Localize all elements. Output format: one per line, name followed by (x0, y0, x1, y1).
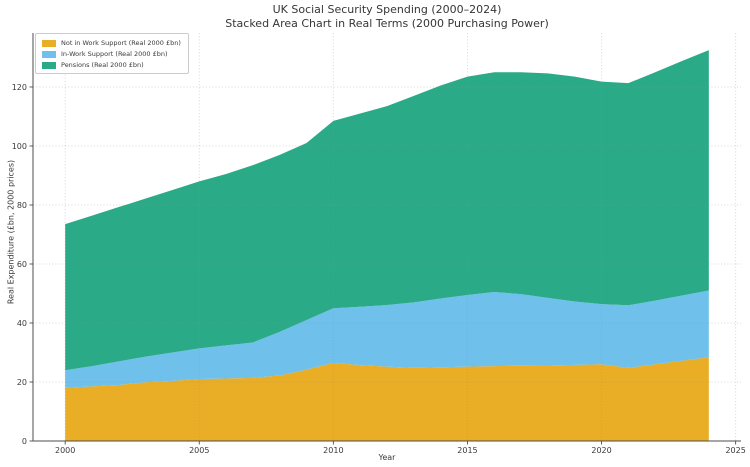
y-tick-label-60: 60 (17, 260, 27, 269)
x-tick-label-2010: 2010 (323, 446, 343, 455)
x-axis-label: Year (378, 453, 396, 462)
legend-swatch-pensions (42, 61, 56, 69)
y-tick-label-40: 40 (17, 319, 27, 328)
legend-swatch-not-in-work-support (42, 39, 56, 47)
y-tick-label-0: 0 (22, 437, 27, 446)
x-tick-label-2015: 2015 (457, 446, 477, 455)
y-tick-label-120: 120 (12, 83, 27, 92)
area-pensions (65, 50, 709, 371)
title-block: UK Social Security Spending (2000–2024) … (33, 3, 741, 31)
legend-item-in-work-support: In-Work Support (Real 2000 £bn) (42, 50, 181, 58)
legend-label-not-in-work-support: Not in Work Support (Real 2000 £bn) (61, 39, 181, 47)
area-in-work-support (65, 290, 709, 388)
x-tick-label-2025: 2025 (725, 446, 745, 455)
y-tick-label-100: 100 (12, 142, 27, 151)
y-tick-label-20: 20 (17, 378, 27, 387)
y-tick-label-80: 80 (17, 201, 27, 210)
legend-label-in-work-support: In-Work Support (Real 2000 £bn) (61, 50, 168, 58)
y-axis-label: Real Expenditure (£bn, 2000 prices) (6, 159, 16, 305)
x-tick-label-2005: 2005 (189, 446, 209, 455)
legend-label-pensions: Pensions (Real 2000 £bn) (61, 61, 144, 69)
legend-swatch-in-work-support (42, 50, 56, 58)
chart-subtitle: Stacked Area Chart in Real Terms (2000 P… (225, 17, 549, 30)
x-tick-label-2020: 2020 (591, 446, 611, 455)
area-not-in-work-support (65, 357, 709, 441)
chart-title: UK Social Security Spending (2000–2024) (272, 3, 502, 16)
x-tick-label-2000: 2000 (55, 446, 75, 455)
legend: Not in Work Support (Real 2000 £bn) In-Wo… (35, 33, 189, 74)
legend-item-not-in-work-support: Not in Work Support (Real 2000 £bn) (42, 39, 181, 47)
legend-item-pensions: Pensions (Real 2000 £bn) (42, 61, 181, 69)
